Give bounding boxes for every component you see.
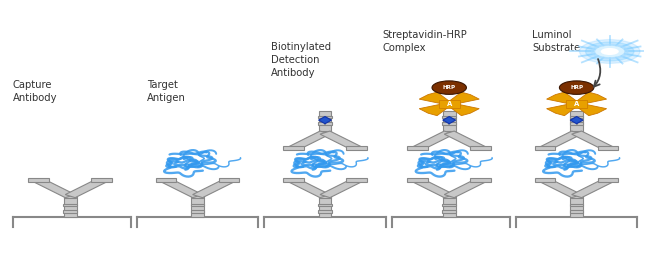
Polygon shape	[191, 196, 204, 217]
Polygon shape	[64, 196, 77, 217]
Circle shape	[586, 42, 634, 61]
Circle shape	[432, 81, 467, 94]
Polygon shape	[574, 92, 606, 105]
Polygon shape	[319, 194, 331, 198]
Polygon shape	[63, 204, 77, 206]
Polygon shape	[289, 179, 330, 198]
Circle shape	[595, 46, 624, 57]
Polygon shape	[571, 194, 582, 198]
Polygon shape	[443, 115, 456, 118]
Polygon shape	[319, 131, 331, 134]
Text: Biotinylated
Detection
Antibody: Biotinylated Detection Antibody	[271, 42, 331, 78]
Polygon shape	[540, 179, 582, 198]
Circle shape	[560, 81, 594, 94]
Polygon shape	[447, 92, 479, 105]
Polygon shape	[443, 196, 456, 217]
Polygon shape	[535, 146, 555, 150]
Polygon shape	[443, 122, 456, 125]
Polygon shape	[64, 194, 76, 198]
Polygon shape	[192, 194, 203, 198]
Polygon shape	[161, 179, 203, 198]
Circle shape	[592, 44, 628, 58]
Polygon shape	[29, 178, 49, 182]
Polygon shape	[408, 146, 428, 150]
Polygon shape	[566, 100, 587, 108]
Polygon shape	[190, 211, 205, 213]
Polygon shape	[439, 100, 460, 108]
Polygon shape	[63, 211, 77, 213]
Polygon shape	[318, 211, 332, 213]
Polygon shape	[570, 122, 584, 125]
Text: A: A	[447, 101, 452, 107]
Text: HRP: HRP	[443, 85, 456, 90]
Polygon shape	[346, 146, 367, 150]
Polygon shape	[570, 116, 583, 124]
Polygon shape	[283, 146, 304, 150]
Polygon shape	[443, 111, 456, 133]
Polygon shape	[571, 131, 582, 134]
Polygon shape	[547, 103, 579, 116]
Polygon shape	[570, 211, 584, 213]
Text: A: A	[574, 101, 579, 107]
Circle shape	[601, 48, 619, 55]
Polygon shape	[318, 122, 332, 125]
Polygon shape	[192, 179, 234, 198]
Polygon shape	[34, 179, 75, 198]
Polygon shape	[320, 179, 361, 198]
Text: Capture
Antibody: Capture Antibody	[13, 80, 57, 103]
Polygon shape	[419, 92, 452, 105]
Polygon shape	[443, 211, 456, 213]
Polygon shape	[318, 115, 332, 118]
Polygon shape	[471, 146, 491, 150]
Text: Streptavidin-HRP
Complex: Streptavidin-HRP Complex	[382, 30, 467, 53]
Polygon shape	[471, 178, 491, 182]
Polygon shape	[443, 116, 456, 124]
Polygon shape	[444, 131, 486, 150]
Polygon shape	[408, 178, 428, 182]
Text: Luminol
Substrate: Luminol Substrate	[532, 30, 580, 53]
Polygon shape	[598, 178, 618, 182]
Polygon shape	[547, 92, 579, 105]
Polygon shape	[219, 178, 239, 182]
Polygon shape	[570, 204, 584, 206]
Polygon shape	[574, 103, 606, 116]
Polygon shape	[413, 131, 454, 150]
Polygon shape	[320, 131, 361, 150]
Polygon shape	[447, 103, 479, 116]
Polygon shape	[289, 131, 330, 150]
Polygon shape	[318, 204, 332, 206]
Polygon shape	[570, 115, 584, 118]
Polygon shape	[318, 196, 332, 217]
Polygon shape	[571, 131, 613, 150]
Polygon shape	[413, 179, 454, 198]
Polygon shape	[65, 179, 107, 198]
Polygon shape	[156, 178, 176, 182]
Polygon shape	[540, 131, 582, 150]
Polygon shape	[318, 111, 332, 133]
Polygon shape	[318, 116, 332, 124]
Polygon shape	[443, 194, 455, 198]
Polygon shape	[535, 178, 555, 182]
Polygon shape	[190, 204, 205, 206]
Polygon shape	[598, 146, 618, 150]
Polygon shape	[570, 111, 583, 133]
Circle shape	[580, 40, 640, 63]
Polygon shape	[570, 196, 583, 217]
Text: HRP: HRP	[570, 85, 583, 90]
Polygon shape	[443, 204, 456, 206]
Polygon shape	[419, 103, 452, 116]
Polygon shape	[571, 179, 613, 198]
Text: Target
Antigen: Target Antigen	[147, 80, 185, 103]
Polygon shape	[443, 131, 455, 134]
Polygon shape	[92, 178, 112, 182]
Polygon shape	[444, 179, 486, 198]
Polygon shape	[346, 178, 367, 182]
Polygon shape	[283, 178, 304, 182]
